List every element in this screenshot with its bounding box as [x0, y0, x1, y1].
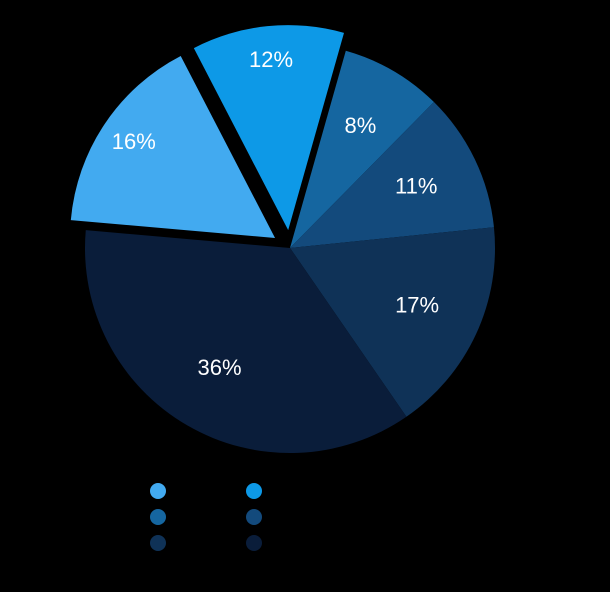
slice-label: 12% — [249, 47, 293, 72]
legend-swatch — [246, 535, 262, 551]
slice-label: 16% — [112, 129, 156, 154]
legend-swatch — [246, 483, 262, 499]
slice-label: 17% — [395, 293, 439, 318]
legend-item — [150, 509, 166, 525]
legend-item — [246, 509, 262, 525]
legend-item — [150, 535, 166, 551]
pie-svg: 16% 12% 8% 11% 17% 36% — [0, 0, 610, 592]
legend-column — [246, 483, 262, 551]
legend-item — [246, 483, 262, 499]
legend — [150, 483, 262, 551]
slice-label: 11% — [395, 173, 437, 198]
slice-label: 8% — [345, 113, 377, 138]
legend-item — [150, 483, 166, 499]
legend-item — [246, 535, 262, 551]
legend-swatch — [246, 509, 262, 525]
legend-swatch — [150, 483, 166, 499]
pie-chart: 16% 12% 8% 11% 17% 36% — [0, 0, 610, 592]
legend-swatch — [150, 509, 166, 525]
legend-swatch — [150, 535, 166, 551]
legend-column — [150, 483, 166, 551]
slice-label: 36% — [198, 355, 242, 380]
